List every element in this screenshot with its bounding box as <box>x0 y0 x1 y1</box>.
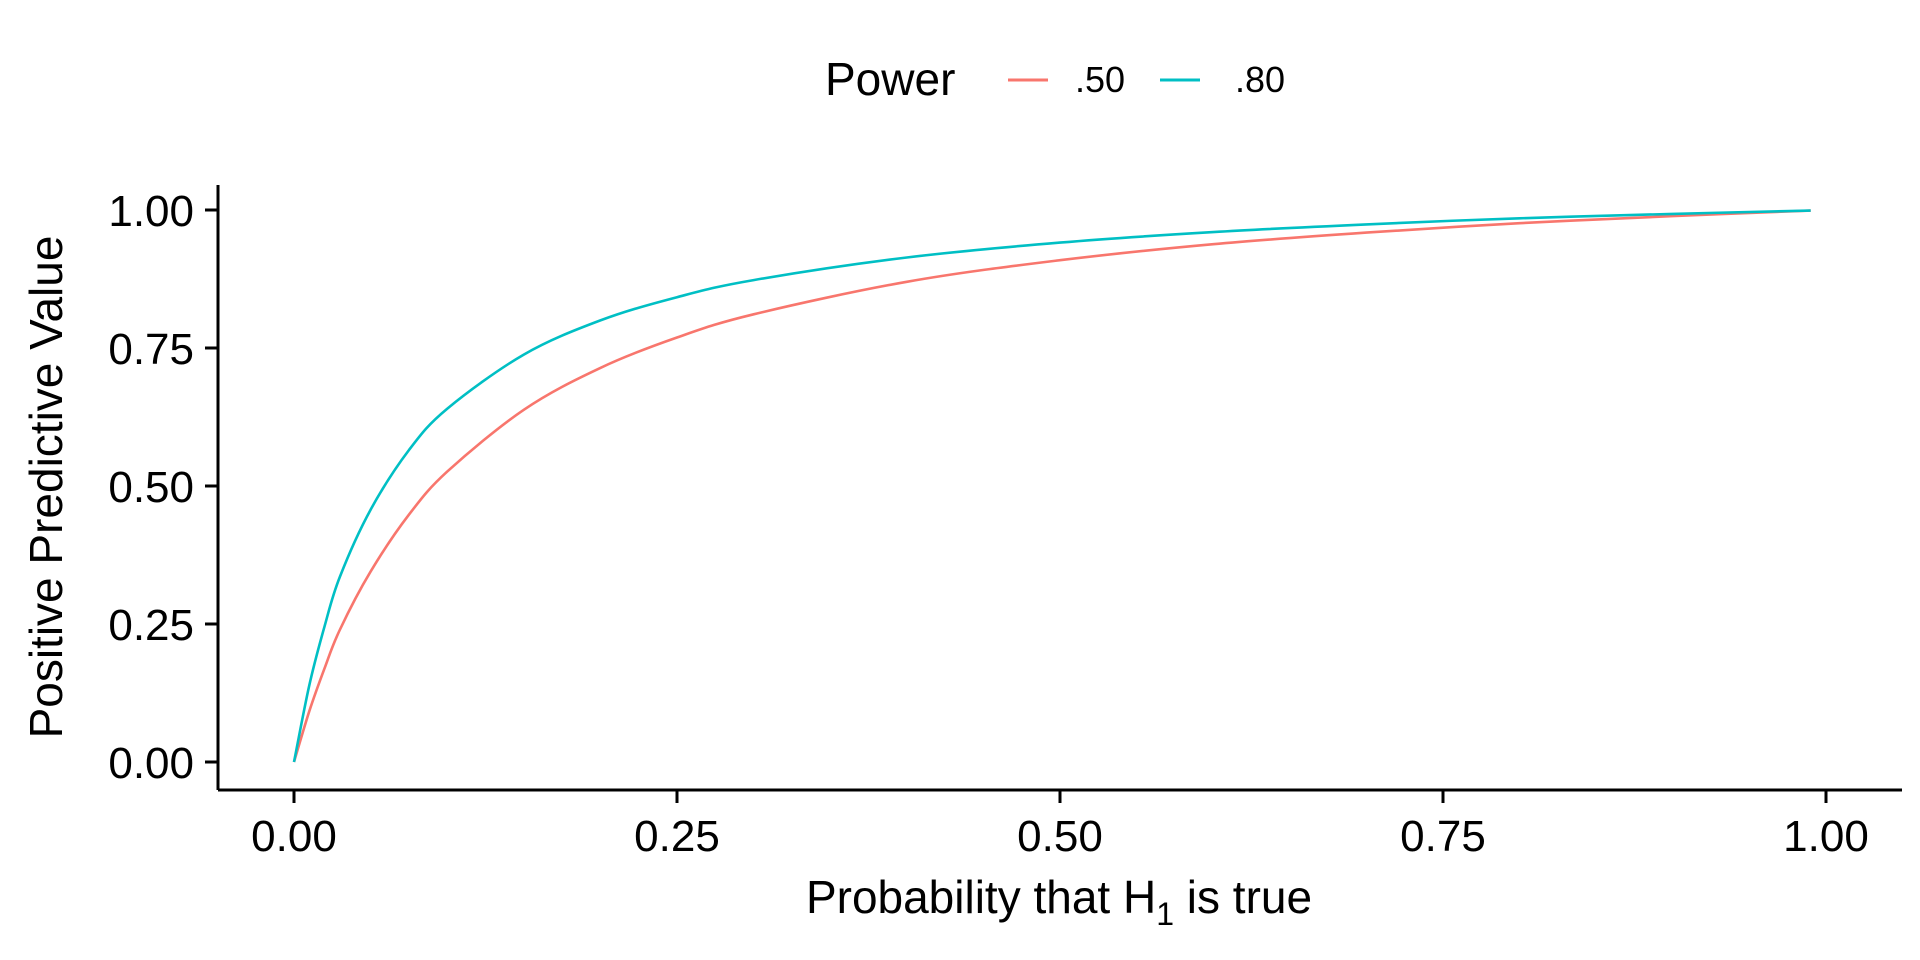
legend: Power .50 .80 <box>825 53 1285 105</box>
y-tick-label: 0.25 <box>108 601 194 650</box>
legend-label-080: .80 <box>1235 59 1285 100</box>
x-axis-title: Probability that H1 is true <box>806 871 1312 932</box>
x-tick-label: 0.50 <box>1017 812 1103 861</box>
legend-label-050: .50 <box>1075 59 1125 100</box>
series-line-power-050 <box>292 209 1811 763</box>
x-tick-label: 1.00 <box>1783 812 1869 861</box>
legend-title: Power <box>825 53 955 105</box>
y-tick-label: 0.50 <box>108 463 194 512</box>
x-tick-label: 0.75 <box>1400 812 1486 861</box>
y-axis-title: Positive Predictive Value <box>20 236 72 739</box>
y-tick-label: 0.75 <box>108 325 194 374</box>
ticks: 0.00 0.25 0.50 0.75 1.00 0.00 0.25 0.50 0.75 1.00 <box>108 187 1868 861</box>
x-axis-title-subscript: 1 <box>1156 896 1174 932</box>
x-tick-label: 0.25 <box>634 812 720 861</box>
y-tick-label: 0.00 <box>108 739 194 788</box>
y-tick-label: 1.00 <box>108 187 194 236</box>
series-line-power-080 <box>292 209 1811 763</box>
x-axis-title-suffix: is true <box>1174 871 1312 923</box>
x-tick-label: 0.00 <box>251 812 337 861</box>
series-lines <box>292 209 1811 763</box>
x-axis-title-main: Probability that H <box>806 871 1156 923</box>
